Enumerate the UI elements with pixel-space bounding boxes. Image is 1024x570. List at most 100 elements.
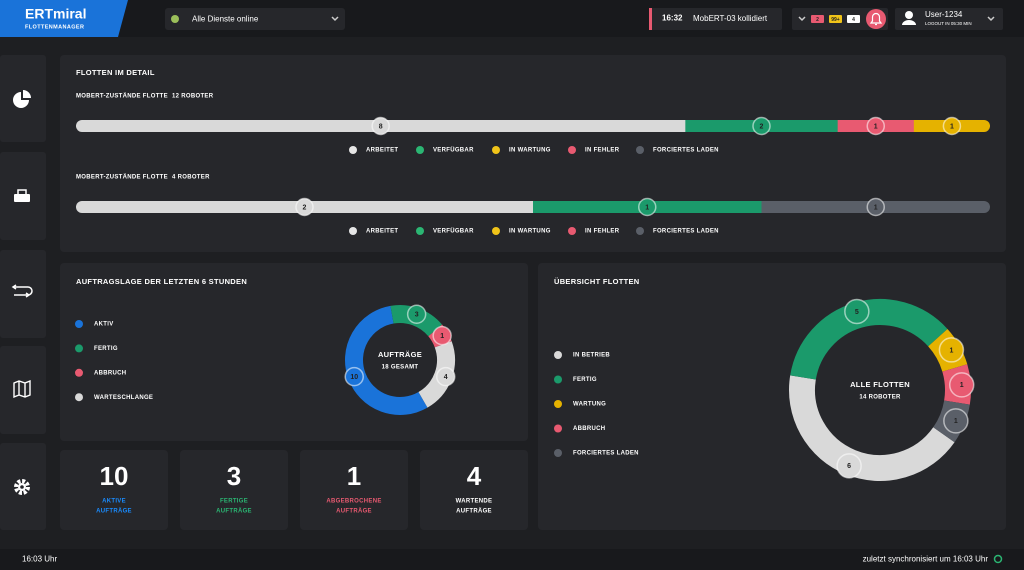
legend-dot [492, 146, 500, 154]
donut-center-title: AUFTRÄGE [378, 350, 422, 359]
user-icon [902, 20, 916, 25]
user-box[interactable] [895, 8, 1003, 30]
nav-map[interactable] [0, 346, 46, 434]
badge [829, 15, 842, 23]
footer [0, 549, 1024, 570]
bubble-value: 5 [855, 309, 859, 316]
chevron[interactable] [798, 16, 806, 22]
badge [847, 15, 860, 23]
donut-center-sub: 14 ROBOTER [859, 395, 901, 401]
bar-bubble [638, 197, 657, 217]
legend-label: IN WARTUNG [509, 148, 551, 154]
nav-routes[interactable] [0, 250, 46, 338]
legend-label: VERFÜGBAR [433, 228, 474, 235]
stat-value: 10 [100, 461, 129, 491]
legend-dot [349, 227, 357, 235]
nav-dashboard[interactable] [0, 55, 46, 142]
donut-bubble [948, 372, 975, 398]
stat-label: ABGEBROCHENE [326, 499, 381, 505]
donut-bubble [432, 325, 452, 346]
bar-bubble [866, 197, 885, 217]
legend-dot [554, 400, 562, 408]
legend-dot [568, 227, 576, 235]
bar-bubble [371, 116, 390, 136]
legend-dot [75, 344, 83, 353]
donut-center-sub: 18 GESAMT [382, 365, 419, 371]
legend-dot [75, 368, 83, 377]
bubble-value: 2 [760, 123, 764, 130]
legend-dot [349, 146, 357, 154]
legend-label: WARTESCHLANGE [94, 395, 153, 401]
alert[interactable]: 16:32 MobERT-03 kollidiert [649, 8, 782, 30]
legend-dot [416, 146, 424, 154]
legend-label: FORCIERTES LADEN [653, 229, 719, 235]
stat-label: AUFTRÄGE [216, 508, 252, 515]
sidebar [0, 55, 46, 530]
robot-icon [14, 194, 30, 202]
fleet-count: 12 ROBOTER [172, 94, 214, 100]
stat-card [180, 450, 288, 530]
bubble-value: 1 [949, 347, 953, 354]
legend-label: ARBEITET [366, 229, 398, 235]
brand-box [0, 0, 128, 37]
bubble-value: 3 [415, 312, 419, 319]
legend-label: IN FEHLER [585, 148, 620, 154]
legend-label: IN FEHLER [585, 229, 620, 235]
badge-text: 99+ [831, 17, 840, 23]
legend-label: FORCIERTES LADEN [653, 148, 719, 154]
pie-icon [13, 90, 31, 108]
bubble-value: 1 [960, 382, 964, 389]
bubble-value: 2 [303, 204, 307, 211]
bubble-value: 1 [954, 418, 958, 425]
badge-text: 2 [816, 17, 819, 23]
panel-title: AUFTRAGSLAGE DER LETZTEN 6 STUNDEN [76, 277, 247, 286]
legend-dot [554, 424, 562, 433]
services-dropdown[interactable]: Alle Dienste online [165, 8, 345, 30]
user-menu[interactable]: User-1234 LOGOUT IN 05:30 MIN [895, 8, 1003, 30]
stat-card [420, 450, 528, 530]
stat-label: FERTIGE [220, 499, 248, 505]
orders-panel [60, 263, 528, 441]
overview-panel [538, 263, 1006, 530]
services-status: Alle Dienste online [192, 15, 259, 24]
route-icon [11, 284, 33, 298]
gear-icon [14, 479, 30, 495]
legend-dot [554, 351, 562, 359]
legend-label: ABBRUCH [94, 370, 126, 376]
donut-bubble [436, 366, 456, 387]
legend-label: ABBRUCH [573, 426, 605, 432]
stat-card [60, 450, 168, 530]
logout-timer: LOGOUT IN 05:30 MIN [925, 21, 972, 26]
legend-label: FERTIG [573, 377, 597, 383]
alert-time: 16:32 [662, 14, 683, 23]
legend-dot [636, 146, 644, 154]
sync-status: zuletzt synchronisiert um 16:03 Uhr [863, 555, 989, 564]
legend-dot [568, 146, 576, 154]
brand: ERTmiral [25, 6, 86, 22]
alert-stripe [649, 8, 652, 30]
bubble-value: 6 [847, 463, 851, 470]
legend-label: VERFÜGBAR [433, 147, 474, 154]
panel-title: FLOTTEN IM DETAIL [76, 68, 155, 77]
legend-label: ARBEITET [366, 148, 398, 154]
status-dot [171, 15, 179, 23]
fleet-count: 4 ROBOTER [172, 175, 210, 181]
stat-label: AUFTRÄGE [336, 508, 372, 515]
bell-icon [869, 12, 883, 26]
dropdown-box[interactable] [165, 8, 345, 30]
sync-dot [993, 554, 1003, 564]
bell-button[interactable] [866, 9, 886, 29]
stat-card [300, 450, 408, 530]
bubble-value: 1 [874, 204, 878, 211]
legend-dot [75, 393, 83, 402]
robot-icon [17, 189, 27, 194]
donut-bubble [938, 337, 965, 363]
gear-icon [20, 485, 24, 489]
fleet-bar [76, 120, 990, 132]
alert-box[interactable] [649, 8, 782, 30]
generated: 2 99+ 4 MOBERT-ZUSTÄNDE FLOTTE 12 ROBOTER 8 2 1… [60, 15, 990, 530]
stat-label: AUFTRÄGE [96, 508, 132, 515]
bubble-value: 1 [645, 204, 649, 211]
